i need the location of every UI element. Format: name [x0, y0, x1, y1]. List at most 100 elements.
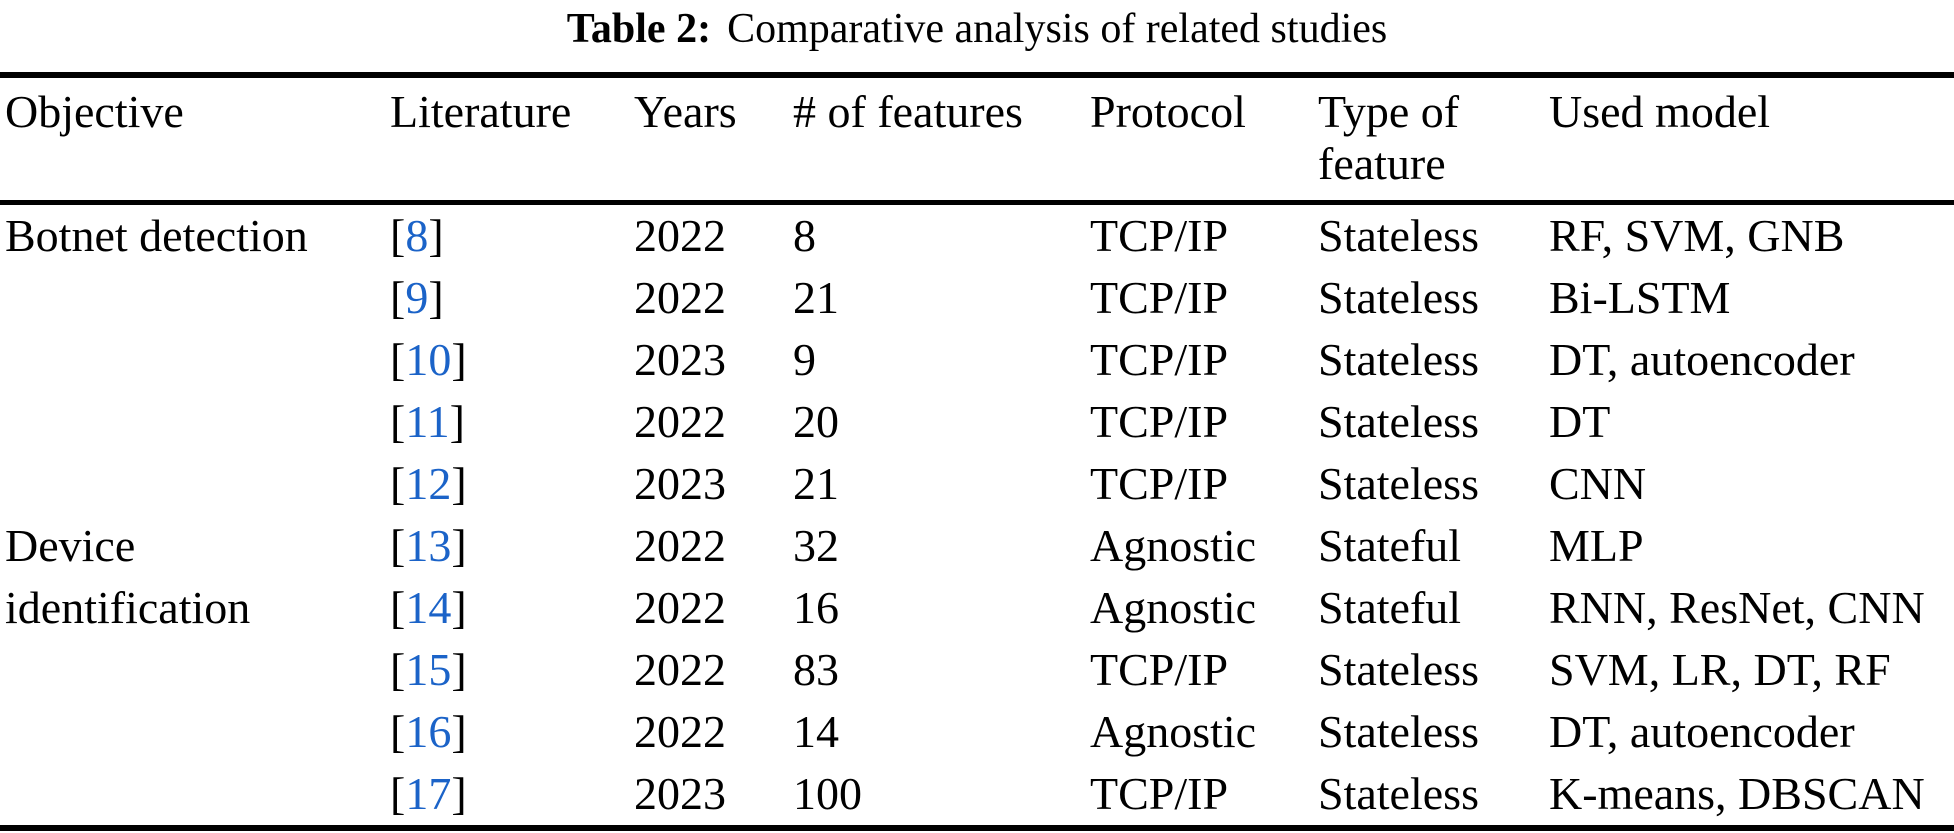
literature-cell: [8]: [390, 203, 634, 268]
year-cell: 2022: [634, 396, 726, 447]
protocol-cell: TCP/IP: [1090, 644, 1229, 695]
feature-type-cell: Stateless: [1318, 706, 1479, 757]
used-model-cell: RNN, ResNet, CNN: [1549, 582, 1925, 633]
protocol-cell: TCP/IP: [1090, 458, 1229, 509]
literature-cell: [17]: [390, 763, 634, 828]
objective-cell: Botnet detection: [5, 210, 308, 261]
num-features-cell: 100: [793, 768, 862, 819]
column-header-num-features: # of features: [793, 86, 1023, 137]
citation-bracket-open: [: [390, 396, 406, 447]
column-header-objective: Objective: [5, 86, 184, 137]
objective-cell: Device identification: [5, 520, 251, 633]
protocol-cell: TCP/IP: [1090, 334, 1229, 385]
literature-cell: [14]: [390, 577, 634, 639]
citation-link[interactable]: 12: [405, 458, 452, 509]
table-row: [11] 2022 20 TCP/IP Stateless DT: [0, 391, 1954, 453]
year-cell: 2022: [634, 272, 726, 323]
table-caption: Table 2: Comparative analysis of related …: [0, 0, 1954, 58]
protocol-cell: Agnostic: [1090, 582, 1257, 633]
citation-link[interactable]: 15: [405, 644, 452, 695]
feature-type-cell: Stateless: [1318, 768, 1479, 819]
num-features-cell: 16: [793, 582, 839, 633]
table-row: [17] 2023 100 TCP/IP Stateless K-means, DBSCA…: [0, 763, 1954, 828]
literature-cell: [12]: [390, 453, 634, 515]
citation-bracket-open: [: [390, 272, 406, 323]
literature-cell: [16]: [390, 701, 634, 763]
citation-link[interactable]: 9: [405, 272, 429, 323]
feature-type-cell: Stateless: [1318, 396, 1479, 447]
citation-bracket-close: ]: [451, 520, 467, 571]
citation-bracket-close: ]: [451, 334, 467, 385]
table-row: [15] 2022 83 TCP/IP Stateless SVM, LR, DT, RF: [0, 639, 1954, 701]
column-header-protocol: Protocol: [1090, 86, 1246, 137]
literature-cell: [15]: [390, 639, 634, 701]
citation-bracket-close: ]: [451, 458, 467, 509]
year-cell: 2022: [634, 582, 726, 633]
num-features-cell: 9: [793, 334, 816, 385]
feature-type-cell: Stateful: [1318, 520, 1462, 571]
citation-link[interactable]: 17: [405, 768, 452, 819]
protocol-cell: TCP/IP: [1090, 396, 1229, 447]
protocol-cell: TCP/IP: [1090, 768, 1229, 819]
table-row: [12] 2023 21 TCP/IP Stateless CNN: [0, 453, 1954, 515]
citation-bracket-open: [: [390, 334, 406, 385]
citation-link[interactable]: 10: [405, 334, 452, 385]
used-model-cell: RF, SVM, GNB: [1549, 210, 1845, 261]
used-model-cell: MLP: [1549, 520, 1644, 571]
citation-bracket-close: ]: [428, 210, 444, 261]
year-cell: 2023: [634, 768, 726, 819]
column-header-years: Years: [634, 86, 737, 137]
citation-bracket-open: [: [390, 582, 406, 633]
used-model-cell: DT: [1549, 396, 1611, 447]
citation-bracket-open: [: [390, 210, 406, 261]
year-cell: 2022: [634, 210, 726, 261]
used-model-cell: DT, autoencoder: [1549, 706, 1855, 757]
citation-link[interactable]: 16: [405, 706, 452, 757]
citation-link[interactable]: 13: [405, 520, 452, 571]
feature-type-cell: Stateless: [1318, 272, 1479, 323]
feature-type-cell: Stateless: [1318, 210, 1479, 261]
num-features-cell: 8: [793, 210, 816, 261]
citation-bracket-close: ]: [428, 272, 444, 323]
used-model-cell: K-means, DBSCAN: [1549, 768, 1925, 819]
citation-bracket-open: [: [390, 768, 406, 819]
citation-link[interactable]: 14: [405, 582, 452, 633]
feature-type-cell: Stateless: [1318, 458, 1479, 509]
table-row: [14] 2022 16 Agnostic Stateful RNN, ResNet, C…: [0, 577, 1954, 639]
year-cell: 2023: [634, 334, 726, 385]
citation-bracket-open: [: [390, 706, 406, 757]
table-row: [10] 2023 9 TCP/IP Stateless DT, autoencoder: [0, 329, 1954, 391]
citation-link[interactable]: 11: [405, 396, 450, 447]
num-features-cell: 83: [793, 644, 839, 695]
year-cell: 2022: [634, 520, 726, 571]
feature-type-cell: Stateless: [1318, 644, 1479, 695]
column-header-used-model: Used model: [1549, 86, 1771, 137]
literature-cell: [9]: [390, 267, 634, 329]
citation-bracket-open: [: [390, 458, 406, 509]
num-features-cell: 32: [793, 520, 839, 571]
citation-bracket-close: ]: [449, 396, 465, 447]
literature-cell: [10]: [390, 329, 634, 391]
used-model-cell: SVM, LR, DT, RF: [1549, 644, 1891, 695]
table-row: [16] 2022 14 Agnostic Stateless DT, autoencod…: [0, 701, 1954, 763]
protocol-cell: Agnostic: [1090, 706, 1257, 757]
protocol-cell: Agnostic: [1090, 520, 1257, 571]
protocol-cell: TCP/IP: [1090, 272, 1229, 323]
used-model-cell: Bi-LSTM: [1549, 272, 1731, 323]
used-model-cell: DT, autoencoder: [1549, 334, 1855, 385]
citation-bracket-close: ]: [451, 644, 467, 695]
used-model-cell: CNN: [1549, 458, 1647, 509]
year-cell: 2023: [634, 458, 726, 509]
table-row: Device identification [13] 2022 32 Agnostic S…: [0, 515, 1954, 633]
literature-cell: [11]: [390, 391, 634, 453]
comparative-studies-table: Objective Literature Years # of features Pro…: [0, 72, 1954, 831]
citation-link[interactable]: 8: [405, 210, 429, 261]
citation-bracket-close: ]: [451, 768, 467, 819]
num-features-cell: 14: [793, 706, 839, 757]
protocol-cell: TCP/IP: [1090, 210, 1229, 261]
num-features-cell: 21: [793, 458, 839, 509]
table-caption-label: Table 2:: [566, 6, 712, 52]
year-cell: 2022: [634, 706, 726, 757]
year-cell: 2022: [634, 644, 726, 695]
